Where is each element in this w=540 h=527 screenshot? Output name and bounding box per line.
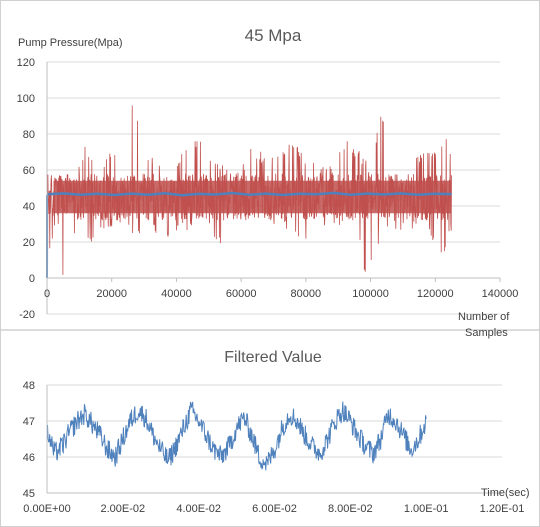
x-tick-label: 120000	[417, 288, 454, 300]
filtered-y-ticks: 48 47 46 45	[23, 380, 35, 500]
y-tick-label: -20	[19, 309, 35, 321]
x-axis-label-line1: Number of	[458, 311, 510, 323]
chart-title: 45 Mpa	[245, 26, 302, 45]
x-tick-label: 0	[44, 288, 50, 300]
x-tick-label: 1.00E-01	[404, 503, 449, 515]
x-tick-label: 60000	[226, 288, 257, 300]
filtered-value-series	[46, 401, 427, 471]
y-tick-label: 45	[23, 488, 35, 500]
pressure-y-ticks: 120 100 80 60 40 20 0 -20	[17, 57, 35, 321]
x-tick-label: 80000	[291, 288, 322, 300]
filtered-pressure-line	[46, 191, 452, 197]
x-tick-label: 2.00E-02	[101, 503, 146, 515]
y-tick-label: 60	[23, 165, 35, 177]
pressure-x-ticks: 0 20000 40000 60000 80000 100000 120000 140000	[44, 288, 518, 300]
filtered-axes	[46, 385, 502, 494]
filtered-x-ticks: 0.00E+00 2.00E-02 4.00E-02 6.00E-02 8.00E-02…	[23, 503, 524, 515]
y-tick-label: 46	[23, 452, 35, 464]
pressure-axes	[46, 62, 501, 314]
raw-pressure-series	[46, 105, 452, 279]
filtered-chart: Filtered Value Time(sec) 48 47 46 45 0.00E+…	[23, 349, 530, 515]
x-tick-label: 0.00E+00	[23, 503, 70, 515]
x-tick-label: 8.00E-02	[328, 503, 373, 515]
y-axis-label: Pump Pressure(Mpa)	[18, 37, 123, 49]
pressure-chart: 45 Mpa Pump Pressure(Mpa) Number of Samp…	[17, 26, 519, 339]
y-tick-label: 100	[17, 93, 35, 105]
y-tick-label: 80	[23, 129, 35, 141]
filtered-chart-title: Filtered Value	[224, 349, 322, 366]
x-tick-label: 4.00E-02	[176, 503, 221, 515]
y-tick-label: 120	[17, 57, 35, 69]
y-tick-label: 0	[29, 273, 35, 285]
filtered-value-line	[46, 401, 427, 471]
x-tick-label: 20000	[96, 288, 127, 300]
x-tick-label: 6.00E-02	[252, 503, 297, 515]
y-tick-label: 20	[23, 237, 35, 249]
time-axis-label: Time(sec)	[481, 487, 529, 499]
y-tick-label: 47	[23, 416, 35, 428]
raw-pressure-core	[53, 180, 452, 214]
x-tick-label: 1.20E-01	[480, 503, 525, 515]
y-tick-label: 48	[23, 380, 35, 392]
x-tick-label: 140000	[482, 288, 519, 300]
x-tick-label: 100000	[352, 288, 389, 300]
x-axis-label-line2: Samples	[465, 327, 508, 339]
y-tick-label: 40	[23, 201, 35, 213]
x-tick-label: 40000	[161, 288, 192, 300]
